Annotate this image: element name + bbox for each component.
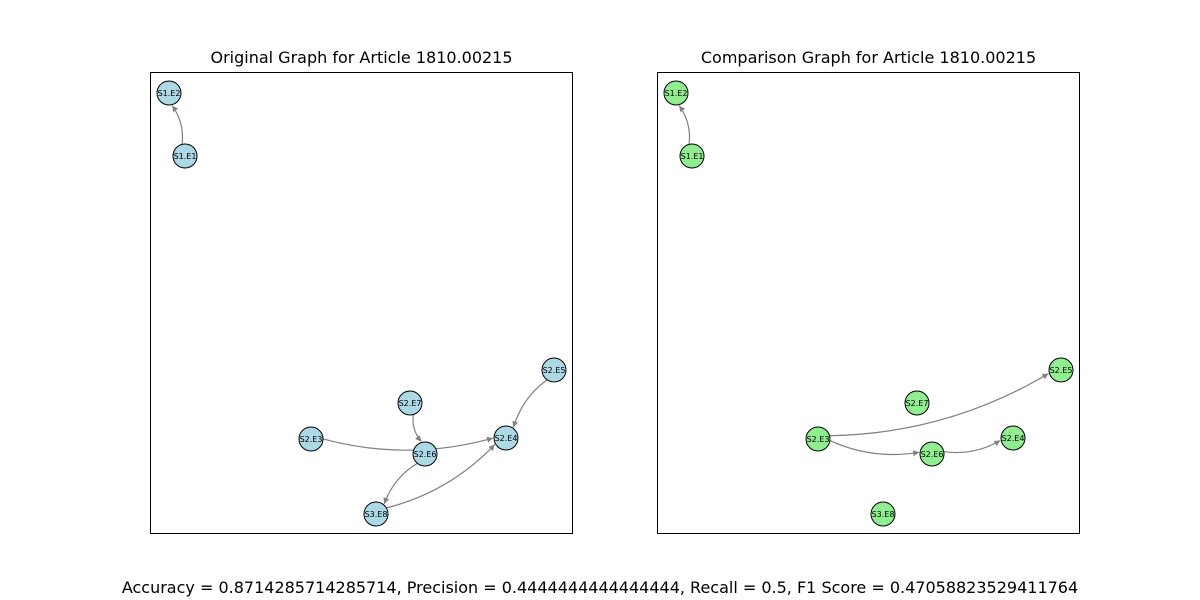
original-graph-canvas: S1.E2 S1.E1 S2.E5 S2.E7 S2.E3 S2.E6 S2.E4 S3.E8 xyxy=(156,80,567,527)
comparison-node-circle xyxy=(1000,425,1026,451)
comparison-node-circle xyxy=(919,441,945,467)
comparison-node-s1-e1: S1.E1 xyxy=(679,143,705,169)
comparison-edge-s2-e3-to-s2-e5 xyxy=(829,373,1049,437)
original-edge-s2-e6-to-s3-e8 xyxy=(383,462,418,505)
comparison-node-s2-e7: S2.E7 xyxy=(904,390,930,416)
original-node-label: S2.E5 xyxy=(543,366,566,375)
original-node-label: S3.E8 xyxy=(365,510,388,519)
comparison-node-label: S2.E4 xyxy=(1002,434,1025,443)
comparison-node-s2-e5: S2.E5 xyxy=(1048,357,1074,383)
comparison-node-label: S2.E6 xyxy=(921,450,944,459)
comparison-node-label: S2.E7 xyxy=(906,399,929,408)
comparison-node-circle xyxy=(663,80,689,106)
original-edge-s1-e1-to-s1-e2 xyxy=(171,105,184,145)
comparison-node-label: S2.E5 xyxy=(1050,366,1073,375)
original-node-label: S2.E6 xyxy=(414,450,437,459)
comparison-node-circle xyxy=(679,143,705,169)
original-node-s1-e2: S1.E2 xyxy=(156,80,182,106)
original-node-circle xyxy=(541,357,567,383)
original-node-s2-e6: S2.E6 xyxy=(412,441,438,467)
comparison-node-circle xyxy=(1048,357,1074,383)
original-node-label: S2.E3 xyxy=(300,435,323,444)
comparison-edge-s1-e1-to-s1-e2 xyxy=(678,105,691,145)
original-node-circle xyxy=(493,425,519,451)
original-graph-title: Original Graph for Article 1810.00215 xyxy=(210,48,513,67)
original-node-label: S1.E2 xyxy=(158,89,181,98)
comparison-edge-s2-e6-to-s2-e4 xyxy=(943,440,1001,454)
comparison-node-label: S1.E2 xyxy=(665,89,688,98)
original-node-circle xyxy=(363,501,389,527)
comparison-node-s2-e4: S2.E4 xyxy=(1000,425,1026,451)
original-node-circle xyxy=(156,80,182,106)
original-edge-s3-e8-to-s2-e4 xyxy=(386,444,496,509)
original-graph-panel: S1.E2 S1.E1 S2.E5 S2.E7 S2.E3 S2.E6 S2.E4 S3.E8 xyxy=(150,72,573,534)
original-node-s2-e5: S2.E5 xyxy=(541,357,567,383)
comparison-node-label: S2.E3 xyxy=(807,435,830,444)
original-node-label: S1.E1 xyxy=(174,152,197,161)
original-node-circle xyxy=(412,441,438,467)
comparison-edge-s2-e3-to-s2-e6 xyxy=(829,440,920,457)
comparison-node-s2-e6: S2.E6 xyxy=(919,441,945,467)
original-node-label: S2.E7 xyxy=(399,399,422,408)
comparison-graph-panel: S1.E2 S1.E1 S2.E5 S2.E7 S2.E3 S2.E6 S2.E4 S3.E8 xyxy=(657,72,1080,534)
comparison-node-s1-e2: S1.E2 xyxy=(663,80,689,106)
original-edge-s2-e7-to-s2-e6 xyxy=(412,414,422,442)
comparison-node-circle xyxy=(870,501,896,527)
original-node-s1-e1: S1.E1 xyxy=(172,143,198,169)
original-edge-s2-e3-to-s2-e4 xyxy=(322,436,494,451)
original-node-circle xyxy=(298,426,324,452)
original-edge-s2-e5-to-s2-e4 xyxy=(512,379,548,428)
comparison-node-label: S1.E1 xyxy=(681,152,704,161)
comparison-graph-canvas: S1.E2 S1.E1 S2.E5 S2.E7 S2.E3 S2.E6 S2.E4 S3.E8 xyxy=(663,80,1074,527)
comparison-node-label: S3.E8 xyxy=(872,510,895,519)
original-node-s2-e7: S2.E7 xyxy=(397,390,423,416)
original-node-s2-e4: S2.E4 xyxy=(493,425,519,451)
original-node-s2-e3: S2.E3 xyxy=(298,426,324,452)
original-node-s3-e8: S3.E8 xyxy=(363,501,389,527)
comparison-node-circle xyxy=(805,426,831,452)
comparison-node-circle xyxy=(904,390,930,416)
original-node-label: S2.E4 xyxy=(495,434,518,443)
metrics-summary: Accuracy = 0.8714285714285714, Precision… xyxy=(121,578,1079,597)
original-node-circle xyxy=(397,390,423,416)
comparison-node-s3-e8: S3.E8 xyxy=(870,501,896,527)
comparison-node-s2-e3: S2.E3 xyxy=(805,426,831,452)
original-node-circle xyxy=(172,143,198,169)
comparison-graph-title: Comparison Graph for Article 1810.00215 xyxy=(700,48,1037,67)
